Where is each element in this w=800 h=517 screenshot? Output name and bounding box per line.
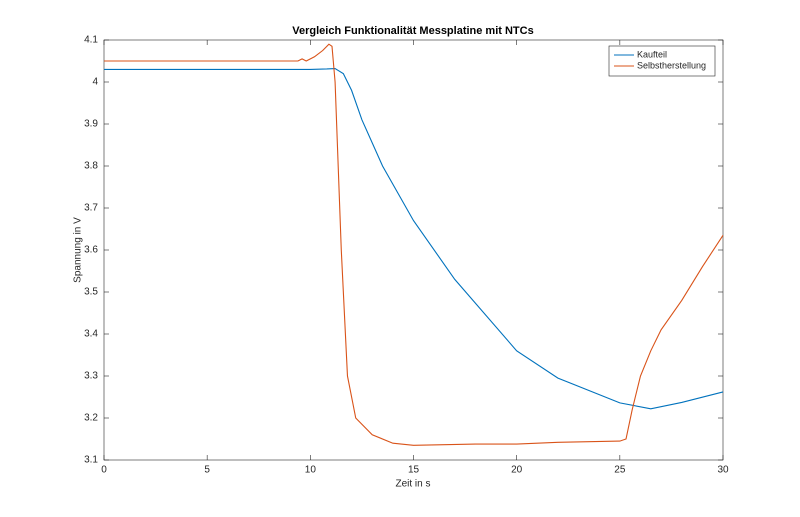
y-tick-label: 3.3: [84, 371, 98, 382]
y-tick-label: 4: [92, 77, 98, 88]
y-tick-label: 3.4: [84, 329, 98, 340]
x-tick-label: 5: [204, 465, 210, 476]
y-tick-label: 3.7: [84, 203, 98, 214]
legend-label: Selbstherstellung: [637, 60, 706, 70]
data-line: [104, 68, 724, 410]
y-tick-label: 4.1: [84, 35, 98, 46]
legend-label: Kaufteil: [637, 49, 667, 59]
x-tick-label: 0: [101, 465, 107, 476]
x-axis-label: Zeit in s: [395, 479, 430, 490]
x-tick-label: 30: [717, 465, 729, 476]
data-line: [104, 43, 724, 446]
y-tick-label: 3.6: [84, 245, 98, 256]
x-tick-label: 20: [511, 465, 523, 476]
y-tick-label: 3.9: [84, 119, 98, 130]
x-tick-label: 15: [408, 465, 420, 476]
chart-title: Vergleich Funktionalität Messplatine mit…: [292, 25, 533, 37]
y-tick-label: 3.1: [84, 455, 98, 466]
x-tick-label: 10: [305, 465, 317, 476]
y-tick-label: 3.8: [84, 161, 98, 172]
x-tick-label: 25: [614, 465, 626, 476]
y-tick-label: 3.2: [84, 413, 98, 424]
y-tick-label: 3.5: [84, 287, 98, 298]
plot-area: [103, 39, 724, 461]
legend-box: [608, 45, 716, 77]
y-axis-label: Spannung in V: [73, 217, 84, 283]
